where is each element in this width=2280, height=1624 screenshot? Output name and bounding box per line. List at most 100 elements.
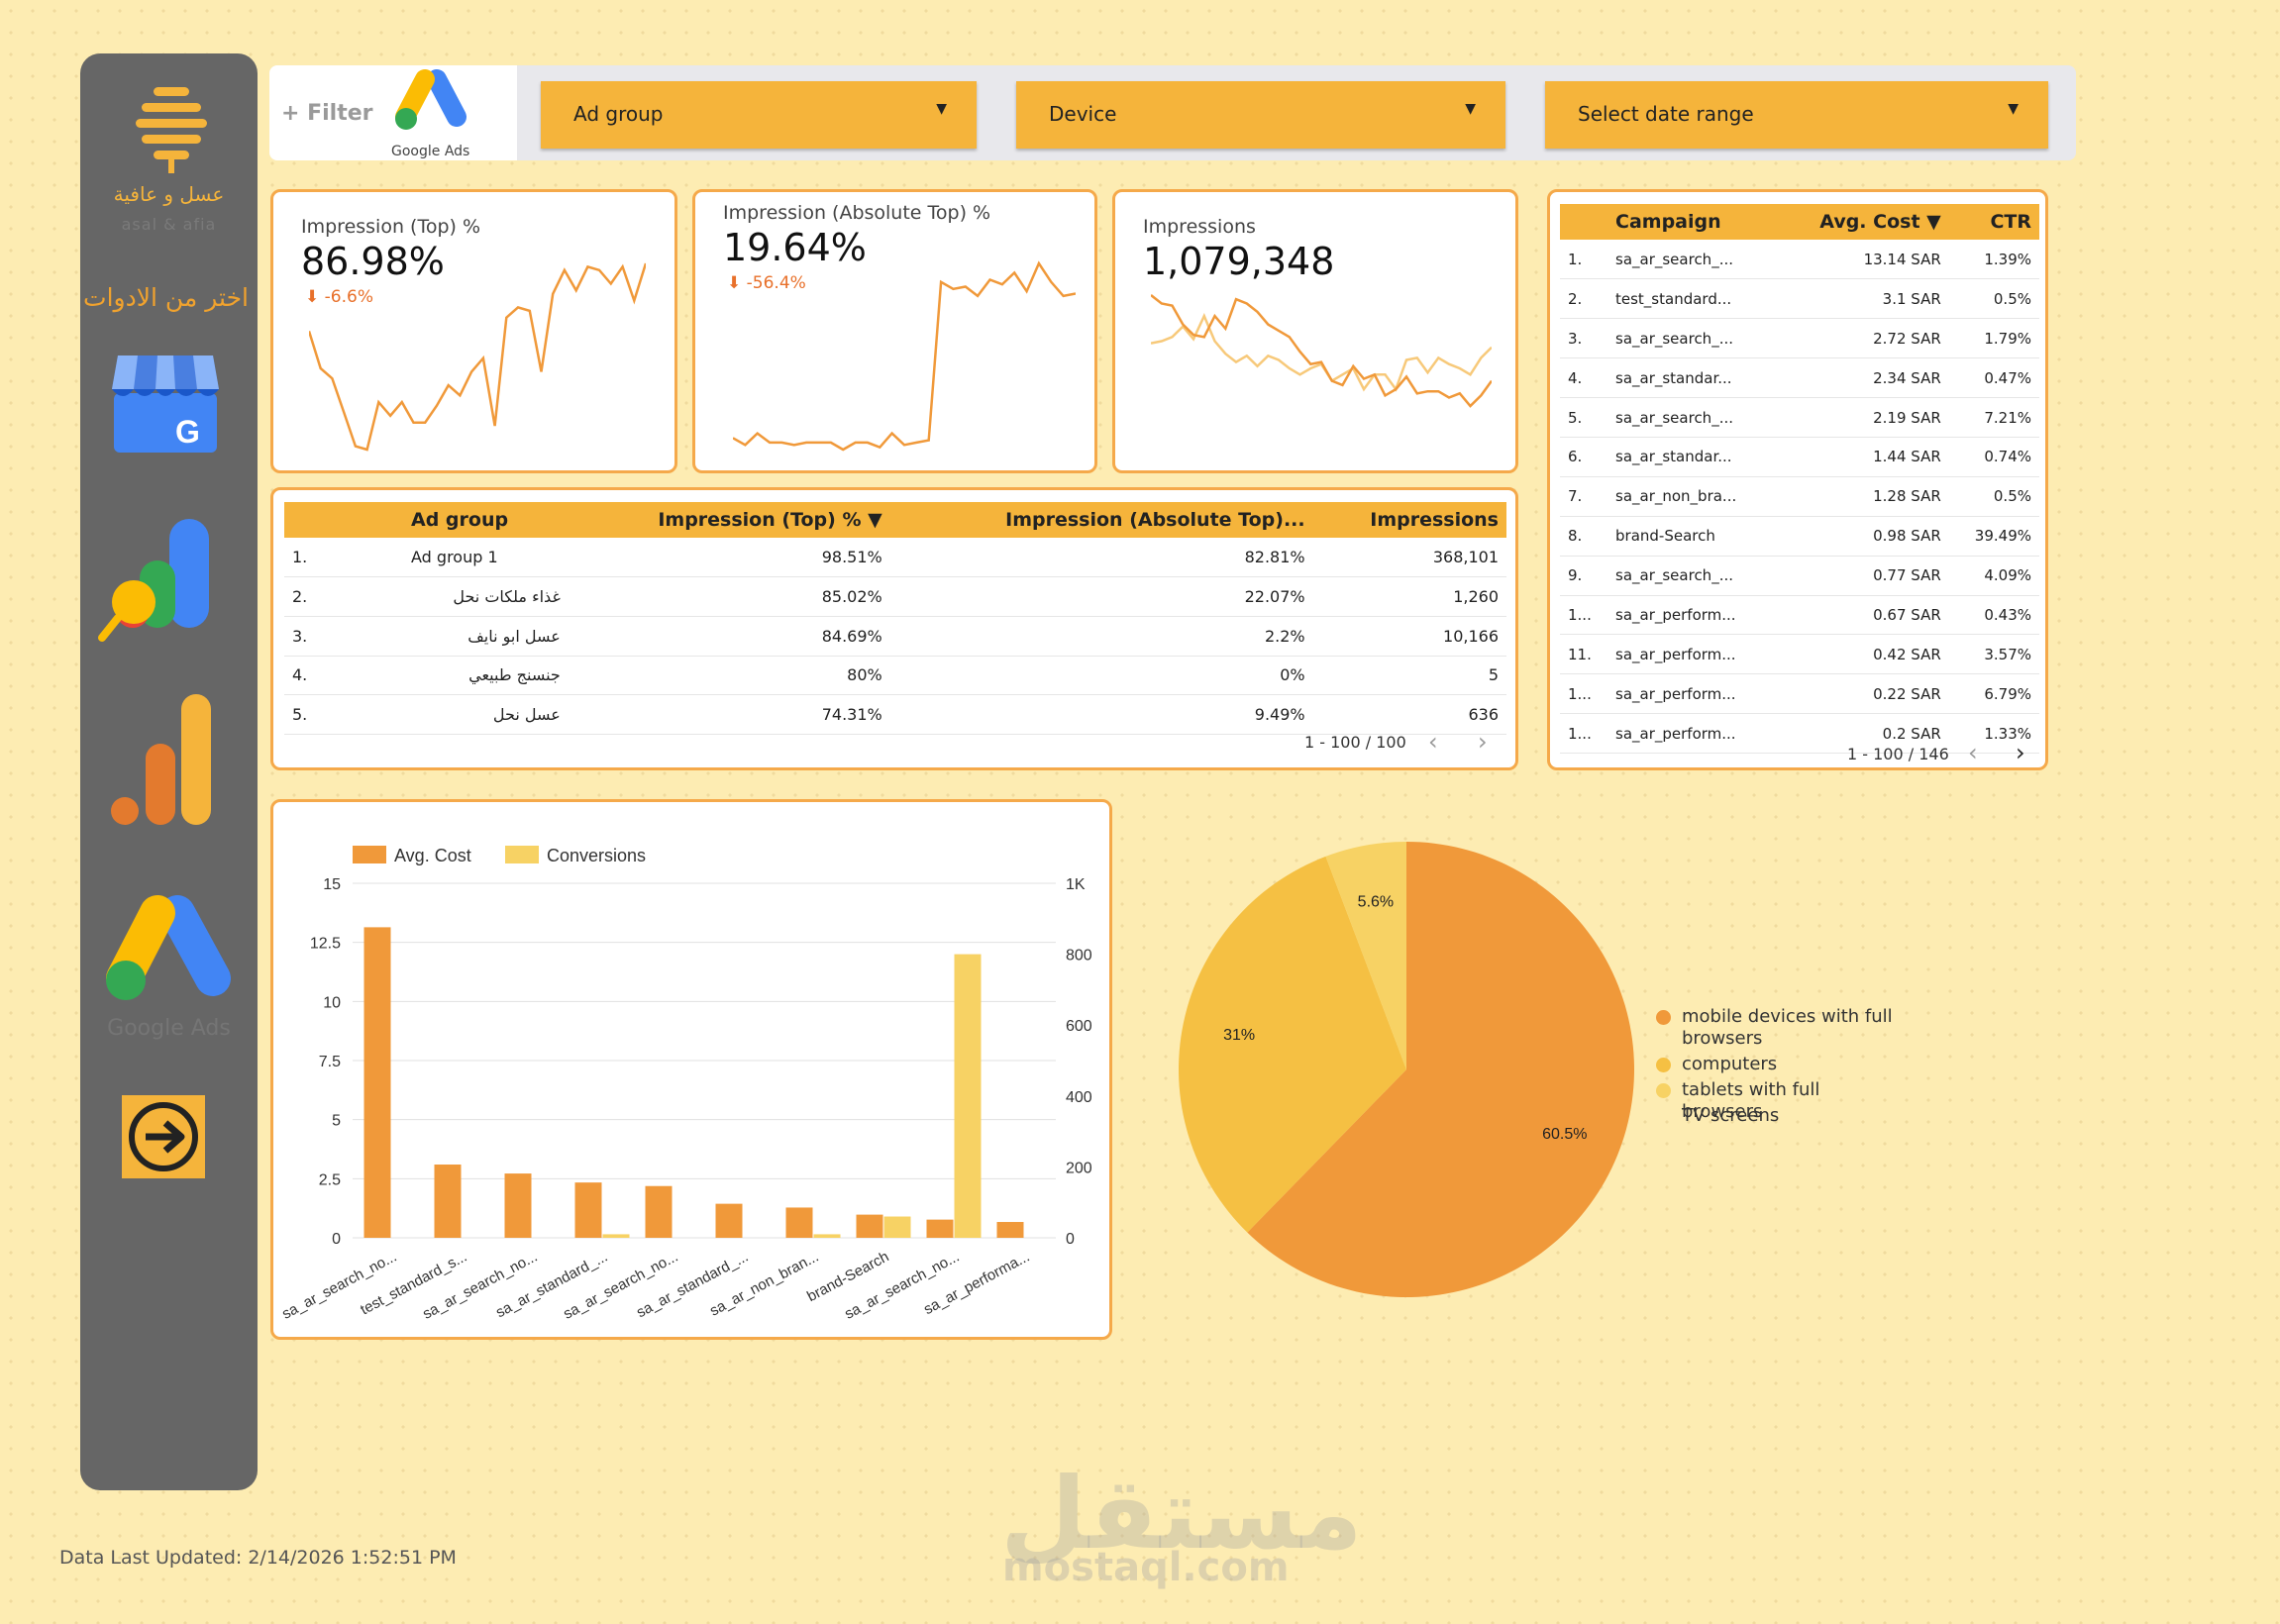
- legend-item[interactable]: computers: [1656, 1054, 1904, 1075]
- pie-slice[interactable]: [1247, 842, 1634, 1297]
- cell-ctr: 0.74%: [1948, 437, 2039, 477]
- arrow-right-circle-icon[interactable]: [122, 1095, 205, 1178]
- table-row[interactable]: 9. sa_ar_search_... 0.77 SAR 4.09%: [1560, 556, 2039, 596]
- legend-swatch: [353, 846, 386, 863]
- sparkline: [733, 260, 1076, 452]
- bar-avg-cost[interactable]: [785, 1207, 813, 1238]
- col-avg-cost[interactable]: Avg. Cost ▼: [1778, 204, 1949, 240]
- chevron-down-icon: ▼: [2008, 101, 2019, 117]
- cell-top: 80%: [568, 656, 890, 696]
- table-row[interactable]: 11. sa_ar_perform... 0.42 SAR 3.57%: [1560, 634, 2039, 675]
- cell-cost: 0.42 SAR: [1778, 634, 1949, 675]
- google-my-business-icon[interactable]: G: [110, 354, 221, 457]
- col-ad-group[interactable]: Ad group: [403, 502, 569, 538]
- cell-imp: 636: [1312, 694, 1506, 735]
- bar-conversions[interactable]: [602, 1234, 630, 1238]
- legend-dot-icon: [1656, 1058, 1671, 1072]
- bar-avg-cost[interactable]: [574, 1182, 602, 1238]
- y-left-tick: 2.5: [319, 1171, 341, 1188]
- table-row[interactable]: 1... sa_ar_perform... 0.2 SAR 1.33%: [1560, 713, 2039, 755]
- table-row[interactable]: 4. sa_ar_standar... 2.34 SAR 0.47%: [1560, 357, 2039, 399]
- cell-top: 84.69%: [568, 616, 890, 657]
- table-row[interactable]: 8. brand-Search 0.98 SAR 39.49%: [1560, 516, 2039, 557]
- bar-avg-cost[interactable]: [926, 1219, 954, 1238]
- table-row[interactable]: 3. sa_ar_search_... 2.72 SAR 1.79%: [1560, 318, 2039, 359]
- chevron-left-icon[interactable]: ‹: [1968, 739, 1978, 766]
- cell-ctr: 1.33%: [1948, 713, 2039, 755]
- cell-idx: 5.: [284, 694, 403, 735]
- google-analytics-icon[interactable]: [106, 690, 225, 829]
- google-analytics-search-icon[interactable]: [96, 515, 215, 644]
- legend-item[interactable]: tablets with full browsers: [1656, 1079, 1904, 1123]
- add-filter-button[interactable]: + Filter: [281, 101, 373, 126]
- device-pie-chart: 60.5% 31% 5.6%: [1179, 842, 1634, 1297]
- kpi-card-impression-abs-top: Impression (Absolute Top) % 19.64% ⬇ -56…: [692, 189, 1097, 473]
- google-ads-icon[interactable]: [104, 893, 231, 1012]
- cell-name: غذاء ملكات نحل: [403, 576, 569, 617]
- col-campaign[interactable]: Campaign: [1607, 204, 1779, 240]
- cell-imp: 1,260: [1312, 576, 1506, 617]
- bar-avg-cost[interactable]: [363, 927, 391, 1238]
- table-row[interactable]: 1. sa_ar_search_... 13.14 SAR 1.39%: [1560, 240, 2039, 280]
- table-row[interactable]: 1... sa_ar_perform... 0.67 SAR 0.43%: [1560, 595, 2039, 636]
- chevron-right-icon[interactable]: ›: [1478, 728, 1488, 756]
- bar-avg-cost[interactable]: [856, 1214, 883, 1238]
- bar-avg-cost[interactable]: [504, 1173, 532, 1238]
- device-dropdown[interactable]: Device ▼: [1016, 81, 1505, 149]
- chevron-left-icon[interactable]: ‹: [1428, 728, 1438, 756]
- col-impression-abs-top[interactable]: Impression (Absolute Top)...: [889, 502, 1313, 538]
- table-row[interactable]: 4. جنسنج طبيعي 80% 0% 5: [284, 656, 1506, 696]
- bar-conversions[interactable]: [813, 1234, 841, 1238]
- pie-legend: mobile devices with full browsers compute…: [1656, 1006, 1914, 1135]
- bar-conversions[interactable]: [883, 1216, 911, 1238]
- date-range-dropdown[interactable]: Select date range ▼: [1545, 81, 2048, 149]
- bar-conversions[interactable]: [954, 954, 982, 1238]
- cell-ctr: 4.09%: [1948, 556, 2039, 596]
- cell-name: sa_ar_perform...: [1607, 673, 1779, 715]
- cell-ctr: 0.5%: [1948, 278, 2039, 320]
- sparkline-series: [1151, 294, 1492, 408]
- table-row[interactable]: 1. Ad group 1 98.51% 82.81% 368,101: [284, 538, 1506, 578]
- table-row[interactable]: 1... sa_ar_perform... 0.22 SAR 6.79%: [1560, 673, 2039, 715]
- kpi-delta-value: -6.6%: [324, 287, 373, 307]
- cell-cost: 13.14 SAR: [1778, 240, 1949, 280]
- cell-name: sa_ar_search_...: [1607, 397, 1779, 438]
- cell-cost: 2.72 SAR: [1778, 318, 1949, 359]
- col-ctr[interactable]: CTR: [1948, 204, 2039, 240]
- legend-swatch: [505, 846, 539, 863]
- table-row[interactable]: 7. sa_ar_non_bra... 1.28 SAR 0.5%: [1560, 476, 2039, 517]
- cell-imp: 10,166: [1312, 616, 1506, 657]
- bar-avg-cost[interactable]: [645, 1185, 673, 1238]
- bar-avg-cost[interactable]: [434, 1165, 462, 1238]
- cell-ctr: 3.57%: [1948, 634, 2039, 675]
- kpi-card-impressions: Impressions 1,079,348: [1112, 189, 1518, 473]
- kpi-delta: ⬇ -56.4%: [727, 273, 806, 293]
- cell-top: 85.02%: [568, 576, 890, 617]
- cell-abs: 22.07%: [889, 576, 1313, 617]
- legend-item[interactable]: mobile devices with full browsers: [1656, 1006, 1904, 1050]
- pie-slice[interactable]: [1179, 856, 1406, 1233]
- table-row[interactable]: 2. غذاء ملكات نحل 85.02% 22.07% 1,260: [284, 576, 1506, 617]
- cell-idx: 1...: [1560, 673, 1607, 715]
- chevron-right-icon[interactable]: ›: [2016, 739, 2025, 766]
- table-row[interactable]: 3. عسل ابو نايف 84.69% 2.2% 10,166: [284, 616, 1506, 657]
- kpi-title: Impression (Top) %: [301, 216, 481, 238]
- cell-name: sa_ar_perform...: [1607, 595, 1779, 636]
- table-row[interactable]: 5. عسل نحل 74.31% 9.49% 636: [284, 694, 1506, 735]
- bar-avg-cost[interactable]: [715, 1203, 743, 1238]
- sparkline-series: [1151, 313, 1492, 392]
- legend-item[interactable]: TV screens: [1656, 1105, 1904, 1127]
- pie-slice[interactable]: [1325, 842, 1406, 1069]
- campaign-table-card: Campaign Avg. Cost ▼ CTR 1. sa_ar_search_…: [1547, 189, 2048, 770]
- table-row[interactable]: 6. sa_ar_standar... 1.44 SAR 0.74%: [1560, 437, 2039, 477]
- kpi-value: 86.98%: [301, 240, 445, 283]
- col-impressions[interactable]: Impressions: [1312, 502, 1506, 538]
- ad-group-dropdown[interactable]: Ad group ▼: [541, 81, 977, 149]
- col-impression-top[interactable]: Impression (Top) % ▼: [568, 502, 890, 538]
- sparkline: [309, 262, 646, 452]
- x-tick-label: sa_ar_search_no...: [842, 1249, 962, 1323]
- bar-avg-cost[interactable]: [996, 1222, 1024, 1238]
- table-row[interactable]: 2. test_standard... 3.1 SAR 0.5%: [1560, 278, 2039, 320]
- kpi-card-impression-top: Impression (Top) % 86.98% ⬇ -6.6%: [270, 189, 677, 473]
- table-row[interactable]: 5. sa_ar_search_... 2.19 SAR 7.21%: [1560, 397, 2039, 438]
